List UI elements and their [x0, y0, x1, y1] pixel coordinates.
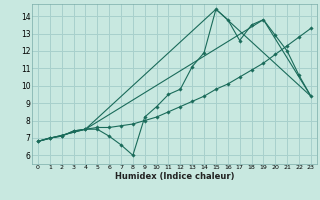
X-axis label: Humidex (Indice chaleur): Humidex (Indice chaleur)	[115, 172, 234, 181]
